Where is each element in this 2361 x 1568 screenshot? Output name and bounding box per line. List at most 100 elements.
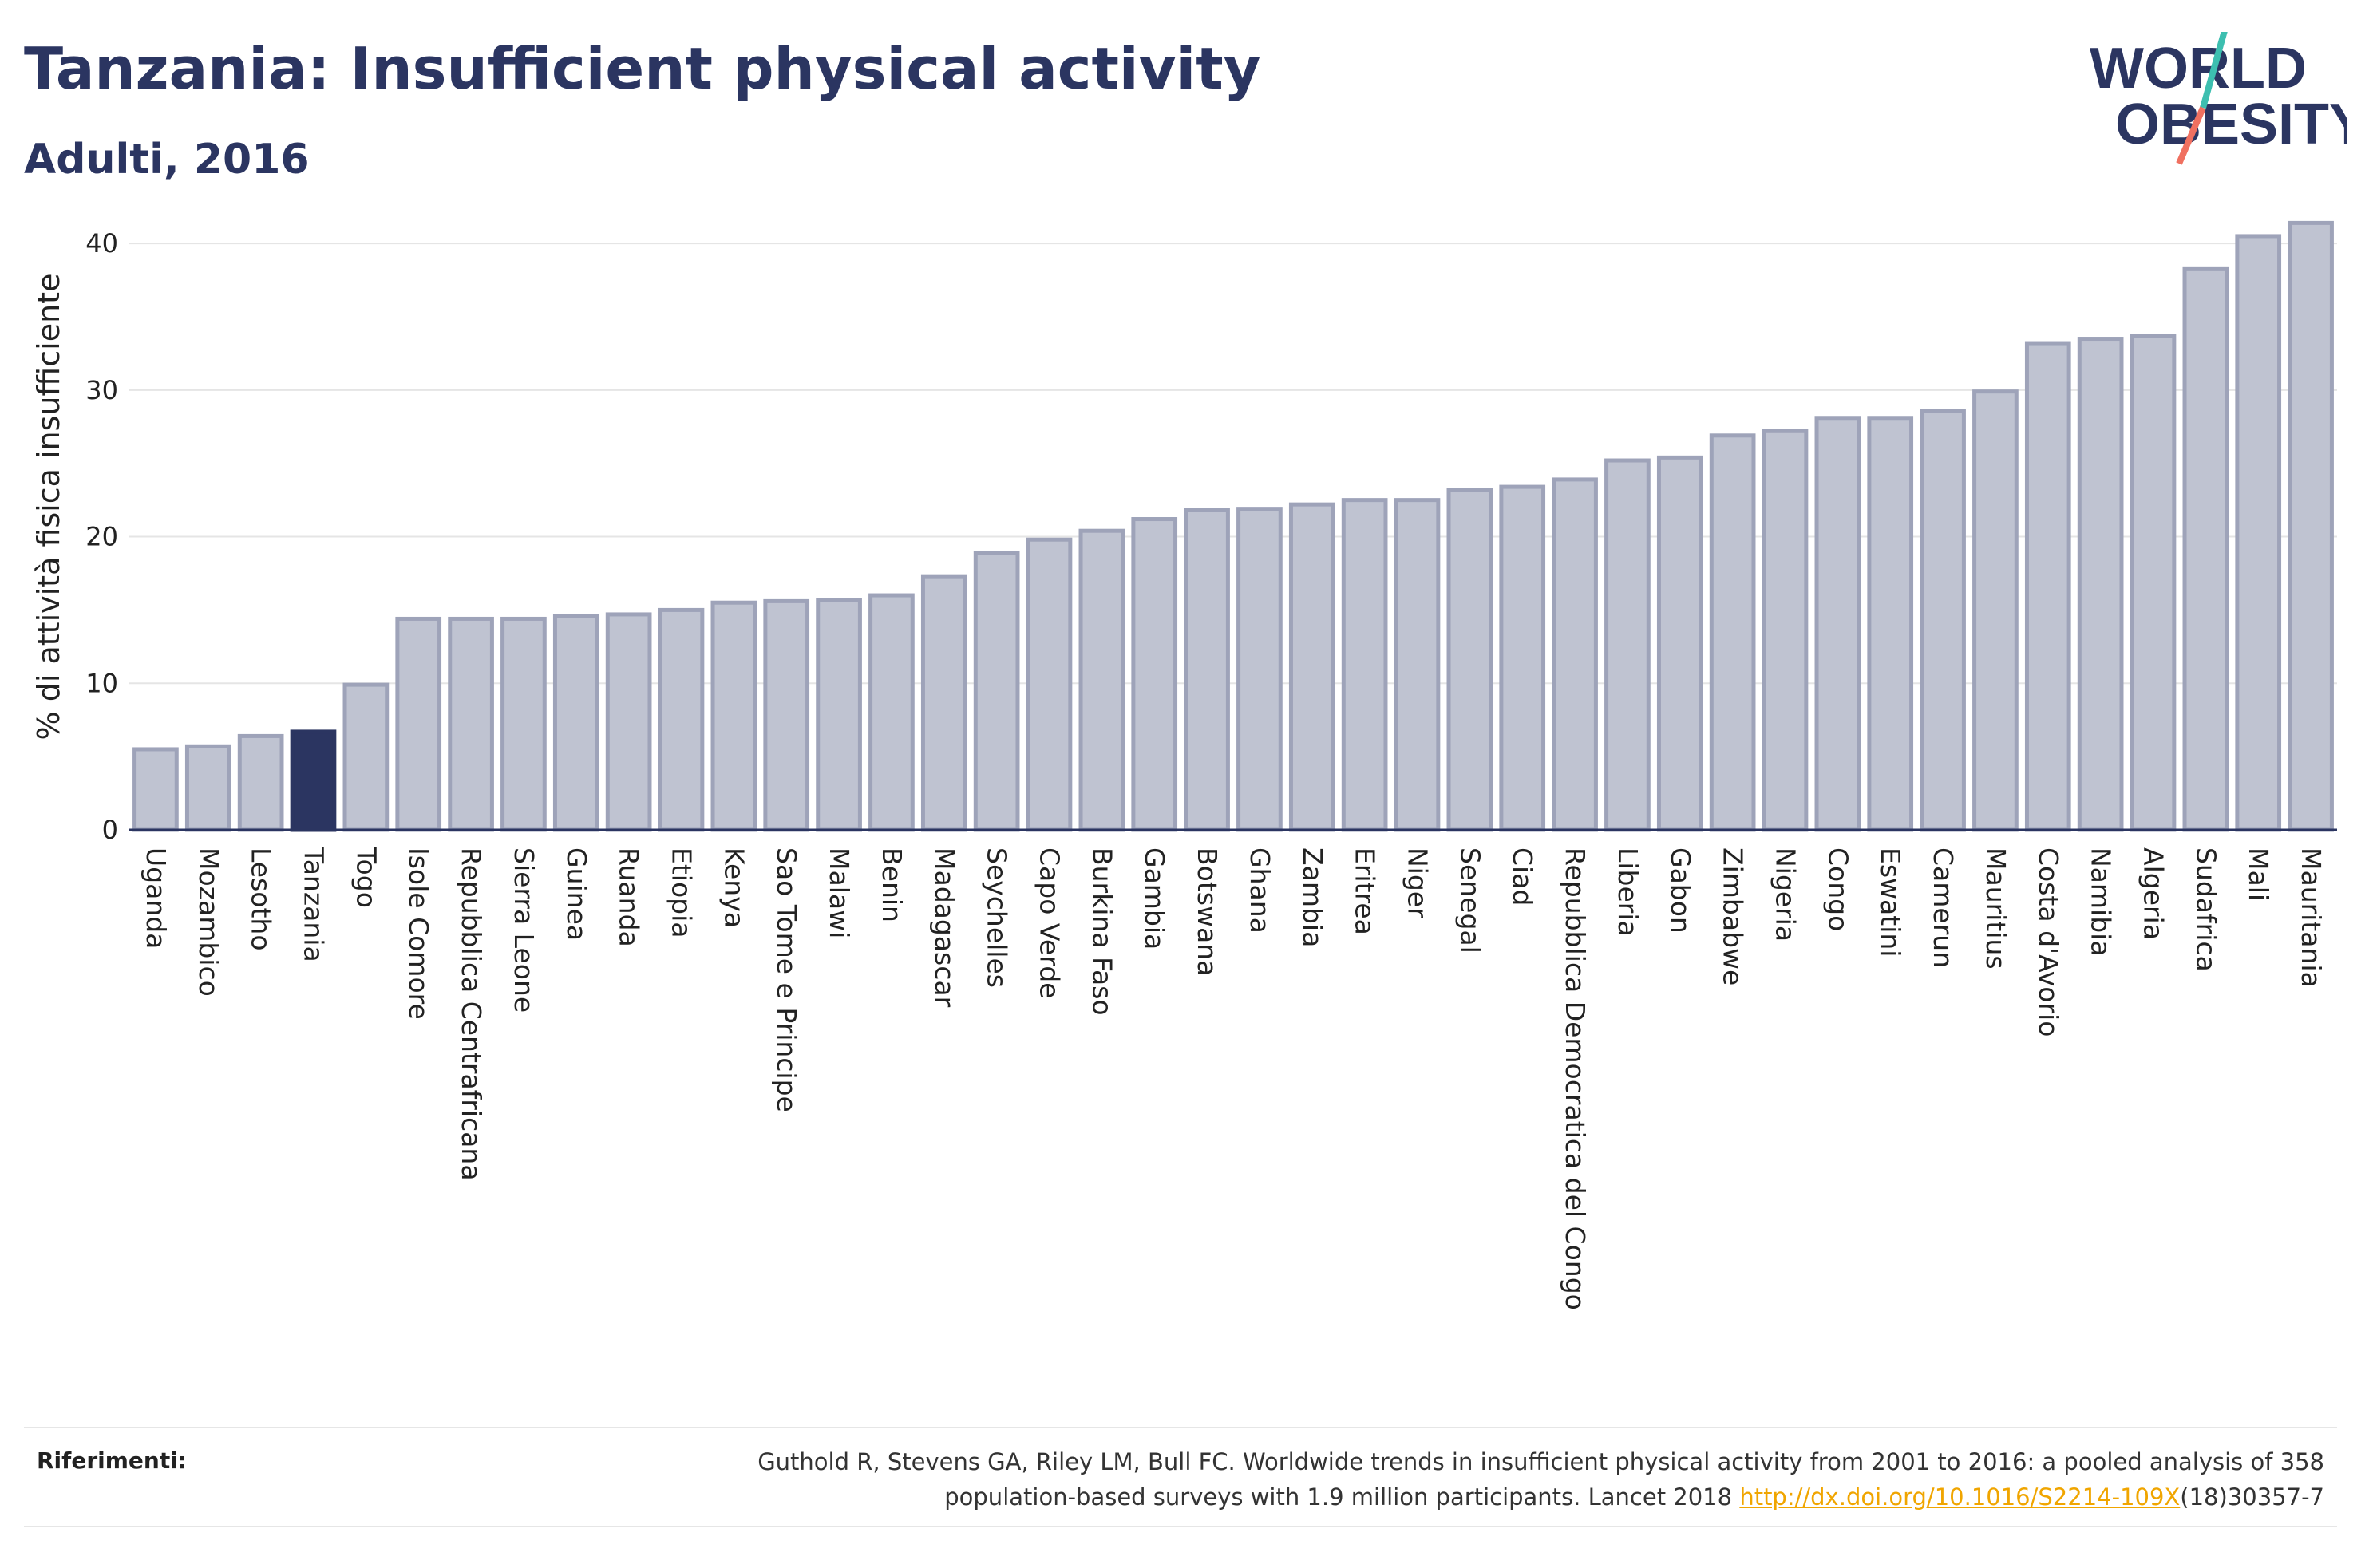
bar xyxy=(973,551,1020,832)
x-tick-label: Togo xyxy=(350,847,382,908)
x-tick-label: Sierra Leone xyxy=(508,847,540,1013)
x-tick-label: Isole Comore xyxy=(403,847,434,1020)
reference-doi-link[interactable]: http://dx.doi.org/10.1016/S2214-109X xyxy=(1739,1483,2181,1511)
x-tick-label: Guinea xyxy=(561,847,592,941)
reference-line-2-prefix: population-based surveys with 1.9 millio… xyxy=(944,1483,1740,1511)
x-tick-label: Zimbabwe xyxy=(1718,847,1749,985)
bar xyxy=(1709,433,1756,832)
x-tick-label: Repubblica Democratica del Congo xyxy=(1560,847,1591,1310)
y-tick-label: 30 xyxy=(85,375,118,405)
y-tick-label: 20 xyxy=(85,522,118,552)
bar xyxy=(605,612,652,832)
bar xyxy=(1762,429,1809,832)
bar xyxy=(500,616,547,832)
bar-chart: 0 10 20 30 40 % di attività fisica insufficie… xyxy=(31,220,2337,1310)
bar xyxy=(1131,517,1178,832)
logo-slash-top xyxy=(2200,32,2228,109)
logo-text-world: WORLD xyxy=(2090,37,2307,101)
bar xyxy=(1867,416,1914,832)
x-tick-label: Gabon xyxy=(1665,847,1696,934)
x-tick-label: Mozambico xyxy=(193,847,224,997)
x-tick-label: Algeria xyxy=(2138,847,2169,940)
x-tick-label: Lesotho xyxy=(246,847,277,951)
x-tick-label: Repubblica Centrafricana xyxy=(456,847,487,1181)
x-tick-label: Botswana xyxy=(1192,847,1223,976)
bar xyxy=(868,593,915,832)
y-tick-label: 0 xyxy=(102,815,118,845)
x-tick-label: Eritrea xyxy=(1350,847,1381,935)
x-tick-label: Congo xyxy=(1822,847,1853,931)
bar xyxy=(763,598,810,832)
x-tick-label: Ruanda xyxy=(614,847,645,947)
x-tick-label: Mauritius xyxy=(1980,847,2011,970)
x-tick-label: Etiopia xyxy=(666,847,698,938)
bar xyxy=(658,607,705,832)
x-tick-label: Nigeria xyxy=(1770,847,1801,942)
references-label: Riferimenti: xyxy=(37,1448,188,1474)
bar xyxy=(1446,488,1493,832)
chart-title: Tanzania: Insufficient physical activity xyxy=(24,35,1261,102)
bar xyxy=(2077,337,2124,832)
x-tick-label: Gambia xyxy=(1139,847,1170,950)
x-tick-label: Capo Verde xyxy=(1034,847,1066,998)
bar xyxy=(816,598,862,832)
reference-line-2-suffix: (18)30357-7 xyxy=(2180,1483,2324,1511)
x-tick-label: Liberia xyxy=(1612,847,1643,937)
references-text: Guthold R, Stevens GA, Riley LM, Bull FC… xyxy=(488,1444,2324,1515)
bar xyxy=(2288,220,2334,832)
x-tick-label: Namibia xyxy=(2086,847,2117,957)
bar xyxy=(290,729,337,832)
bar xyxy=(1972,389,2019,832)
bar xyxy=(1026,537,1073,832)
x-tick-label: Tanzania xyxy=(299,847,330,962)
bar xyxy=(342,682,390,832)
bar xyxy=(1920,409,1966,832)
bar xyxy=(710,600,757,832)
bar xyxy=(1394,498,1441,832)
divider-bottom xyxy=(24,1526,2337,1527)
y-tick-label: 10 xyxy=(85,668,118,698)
bar xyxy=(1814,416,1861,832)
logo-slash-bottom xyxy=(2176,106,2206,165)
bar xyxy=(920,574,967,832)
bar xyxy=(184,744,231,832)
x-tick-label: Ciad xyxy=(1507,847,1538,906)
bar xyxy=(1236,507,1283,832)
x-tick-label: Mauritania xyxy=(2296,847,2327,988)
x-tick-label: Costa d'Avorio xyxy=(2033,847,2064,1037)
x-tick-label: Burkina Faso xyxy=(1086,847,1117,1016)
x-tick-label: Seychelles xyxy=(982,847,1013,988)
divider-top xyxy=(24,1427,2337,1428)
bar xyxy=(395,616,442,832)
x-tick-label: Mali xyxy=(2243,847,2274,901)
bar xyxy=(1288,502,1335,832)
bar xyxy=(1604,458,1651,832)
bar xyxy=(1341,498,1388,832)
bar xyxy=(237,733,284,832)
chart-subtitle: Adulti, 2016 xyxy=(24,136,310,184)
y-tick-label: 40 xyxy=(85,228,118,259)
x-tick-label: Camerun xyxy=(1928,847,1959,968)
logo-text-obesity: OBESITY xyxy=(2115,93,2347,156)
x-tick-label: Eswatini xyxy=(1875,847,1906,957)
bar xyxy=(132,747,179,832)
x-tick-label: Senegal xyxy=(1454,847,1485,954)
bar xyxy=(1552,477,1598,832)
bar xyxy=(1656,455,1703,832)
x-tick-label: Sao Tome e Principe xyxy=(771,847,802,1112)
x-tick-label: Benin xyxy=(876,847,908,922)
x-tick-label: Malawi xyxy=(824,847,855,938)
bar xyxy=(1078,528,1125,832)
bar xyxy=(2235,234,2282,832)
bar xyxy=(2130,334,2177,832)
bar xyxy=(2182,266,2229,832)
bar xyxy=(1184,508,1230,832)
bar xyxy=(2024,341,2071,832)
x-tick-label: Ghana xyxy=(1244,847,1275,934)
bar xyxy=(1499,484,1546,832)
x-tick-label: Sudafrica xyxy=(2190,847,2221,972)
x-tick-label: Kenya xyxy=(718,847,749,928)
reference-line-1: Guthold R, Stevens GA, Riley LM, Bull FC… xyxy=(757,1448,2324,1475)
y-axis-label: % di attività fisica insufficiente xyxy=(31,274,66,741)
x-tick-label: Niger xyxy=(1402,847,1434,918)
